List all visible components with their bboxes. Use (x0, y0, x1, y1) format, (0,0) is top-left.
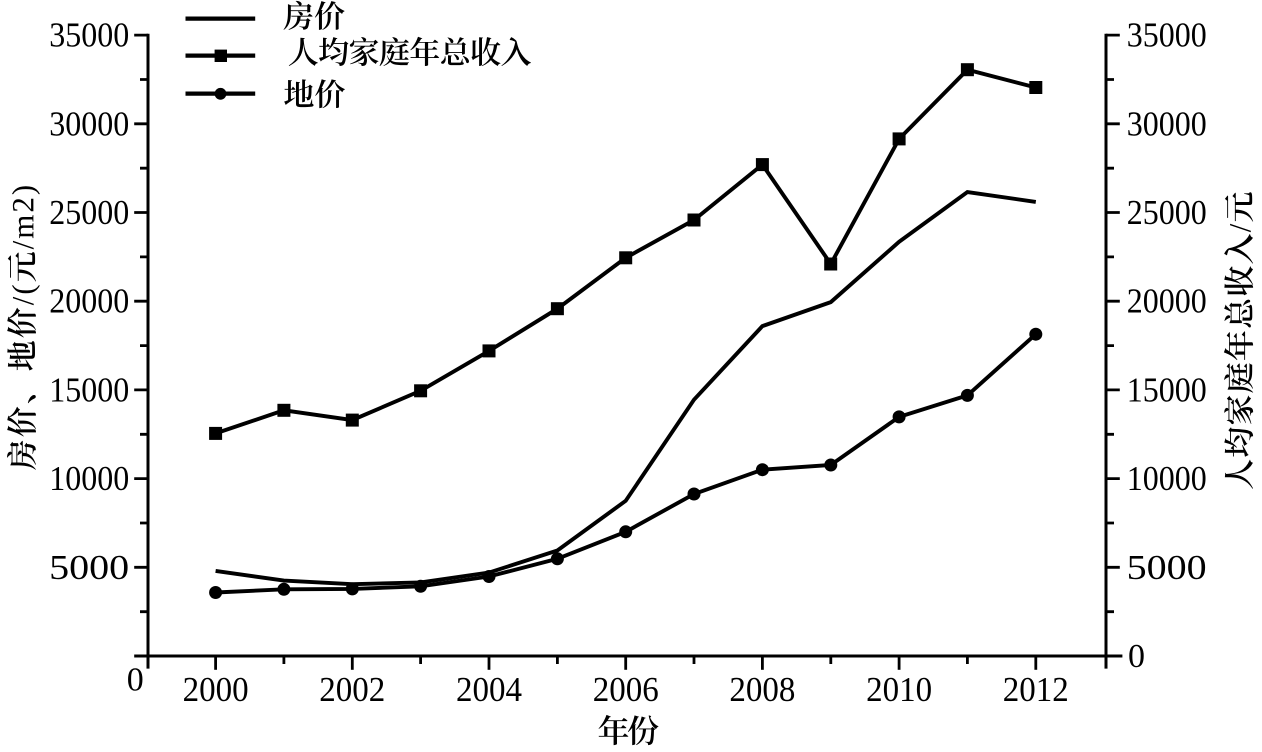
svg-text:25000: 25000 (1127, 193, 1207, 232)
svg-text:15000: 15000 (49, 370, 129, 409)
svg-text:35000: 35000 (49, 16, 129, 55)
svg-text:0: 0 (1128, 638, 1145, 675)
svg-text:30000: 30000 (1127, 104, 1207, 143)
svg-text:5000: 5000 (49, 548, 129, 587)
svg-text:20000: 20000 (49, 282, 129, 321)
svg-text:10000: 10000 (49, 459, 129, 498)
svg-text:2012: 2012 (1003, 670, 1069, 709)
svg-text:2000: 2000 (183, 670, 249, 709)
svg-text:2002: 2002 (319, 670, 385, 709)
svg-text:2006: 2006 (593, 670, 659, 709)
svg-text:5000: 5000 (1127, 548, 1207, 587)
svg-text:0: 0 (127, 661, 144, 698)
svg-text:2010: 2010 (866, 670, 932, 709)
svg-text:30000: 30000 (49, 104, 129, 143)
svg-text:10000: 10000 (1127, 459, 1207, 498)
svg-text:15000: 15000 (1127, 370, 1207, 409)
svg-text:20000: 20000 (1127, 282, 1207, 321)
svg-text:25000: 25000 (49, 193, 129, 232)
svg-text:2004: 2004 (456, 670, 522, 709)
svg-text:35000: 35000 (1127, 16, 1207, 55)
svg-text:2008: 2008 (729, 670, 795, 709)
